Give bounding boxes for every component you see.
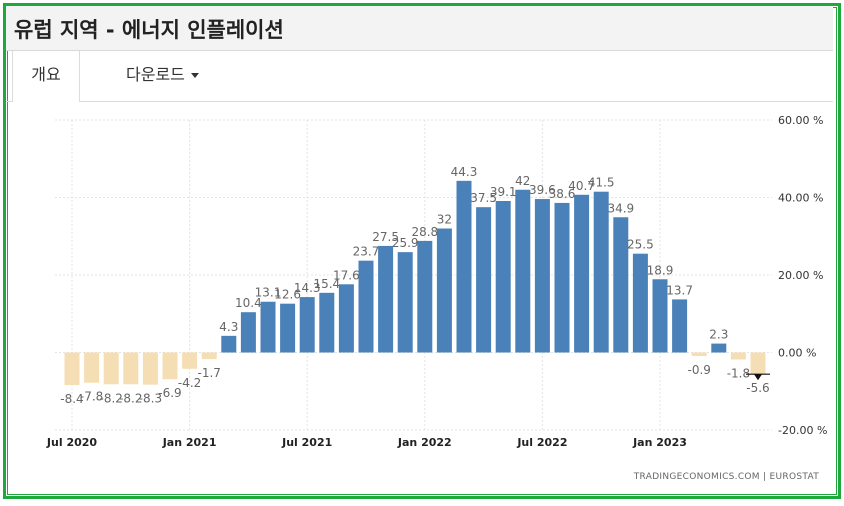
data-label: 13.7 [666, 283, 693, 297]
bar [730, 352, 746, 360]
bar [338, 284, 354, 353]
bar [632, 253, 648, 353]
bar [162, 352, 178, 380]
data-label: -1.8 [727, 366, 750, 380]
data-label: 15.4 [313, 277, 340, 291]
caret-down-icon [190, 73, 199, 78]
data-label: 12.6 [274, 288, 301, 302]
data-label: 23.7 [353, 245, 380, 259]
data-label: 41.5 [588, 176, 615, 190]
data-label: 34.9 [607, 201, 634, 215]
data-label: 14.3 [294, 281, 321, 295]
data-label: -4.2 [178, 376, 201, 390]
x-tick-label: Jul 2021 [281, 436, 332, 449]
bar [64, 352, 80, 386]
data-label: 37.5 [470, 191, 497, 205]
data-label: -8.3 [139, 392, 162, 406]
data-label: 42 [515, 174, 530, 188]
x-tick-label: Jul 2022 [516, 436, 567, 449]
y-tick-label: 20.00 % [778, 269, 823, 282]
bar [299, 297, 315, 353]
y-tick-label: 60.00 % [778, 114, 823, 127]
bar [319, 292, 335, 353]
data-label: 38.6 [549, 187, 576, 201]
x-tick-label: Jan 2021 [162, 436, 217, 449]
bar [750, 352, 766, 375]
tab-download[interactable]: 다운로드 [126, 51, 199, 101]
bar [574, 194, 590, 353]
bar [142, 352, 158, 385]
data-label: 2.3 [709, 328, 728, 342]
bar [201, 352, 217, 360]
bar [672, 299, 688, 353]
bar [378, 245, 394, 353]
data-label: -6.9 [158, 386, 181, 400]
data-label: 18.9 [647, 263, 674, 277]
tab-bar: 개요 다운로드 [6, 51, 833, 102]
data-label: 25.9 [392, 236, 419, 250]
bar [240, 312, 256, 353]
x-tick-label: Jul 2020 [46, 436, 97, 449]
bar [652, 279, 668, 353]
page-header: 유럽 지역 - 에너지 인플레이션 [6, 6, 833, 51]
bar [534, 199, 550, 353]
data-label: 25.5 [627, 238, 654, 252]
y-tick-label: -20.00 % [778, 424, 827, 437]
bar [691, 352, 707, 356]
data-label: -1.7 [197, 366, 220, 380]
data-label: 13.1 [255, 286, 282, 300]
bar [280, 303, 296, 353]
data-label: -5.6 [746, 381, 769, 395]
data-label: 40.7 [568, 179, 595, 193]
bar [397, 252, 413, 353]
bar [84, 352, 100, 383]
source-credit: TRADINGECONOMICS.COM | EUROSTAT [633, 472, 819, 482]
bar [182, 352, 198, 369]
bar [260, 301, 276, 353]
bar [123, 352, 139, 385]
tab-overview[interactable]: 개요 [12, 51, 80, 102]
bar [456, 180, 472, 353]
bar [436, 228, 452, 353]
data-label: -0.9 [687, 363, 710, 377]
data-label: -8.2 [119, 391, 142, 405]
bar [515, 189, 531, 353]
y-tick-label: 40.00 % [778, 192, 823, 205]
bar [495, 200, 511, 353]
data-label: 44.3 [451, 165, 478, 179]
y-tick-label: 0.00 % [778, 347, 816, 360]
bar [358, 260, 374, 353]
data-label: 4.3 [219, 320, 238, 334]
bar [221, 335, 237, 353]
page-title: 유럽 지역 - 에너지 인플레이션 [14, 18, 284, 42]
data-label: 10.4 [235, 296, 262, 310]
data-label: 32 [437, 213, 452, 227]
data-label: 39.6 [529, 183, 556, 197]
bar [554, 202, 570, 353]
bar [476, 207, 492, 353]
last-value-marker-icon [754, 374, 762, 381]
data-label: 17.6 [333, 268, 360, 282]
bar [417, 240, 433, 353]
data-label: -8.4 [60, 392, 83, 406]
data-label: 28.8 [411, 225, 438, 239]
x-tick-label: Jan 2023 [632, 436, 687, 449]
data-label: 39.1 [490, 185, 517, 199]
tab-download-label: 다운로드 [126, 65, 185, 84]
bar [711, 343, 727, 353]
bar [103, 352, 119, 385]
data-label: -8.2 [99, 391, 122, 405]
x-tick-label: Jan 2022 [397, 436, 452, 449]
bar [593, 191, 609, 353]
data-label: 27.5 [372, 230, 399, 244]
bar [613, 217, 629, 353]
data-label: -7.8 [80, 390, 103, 404]
